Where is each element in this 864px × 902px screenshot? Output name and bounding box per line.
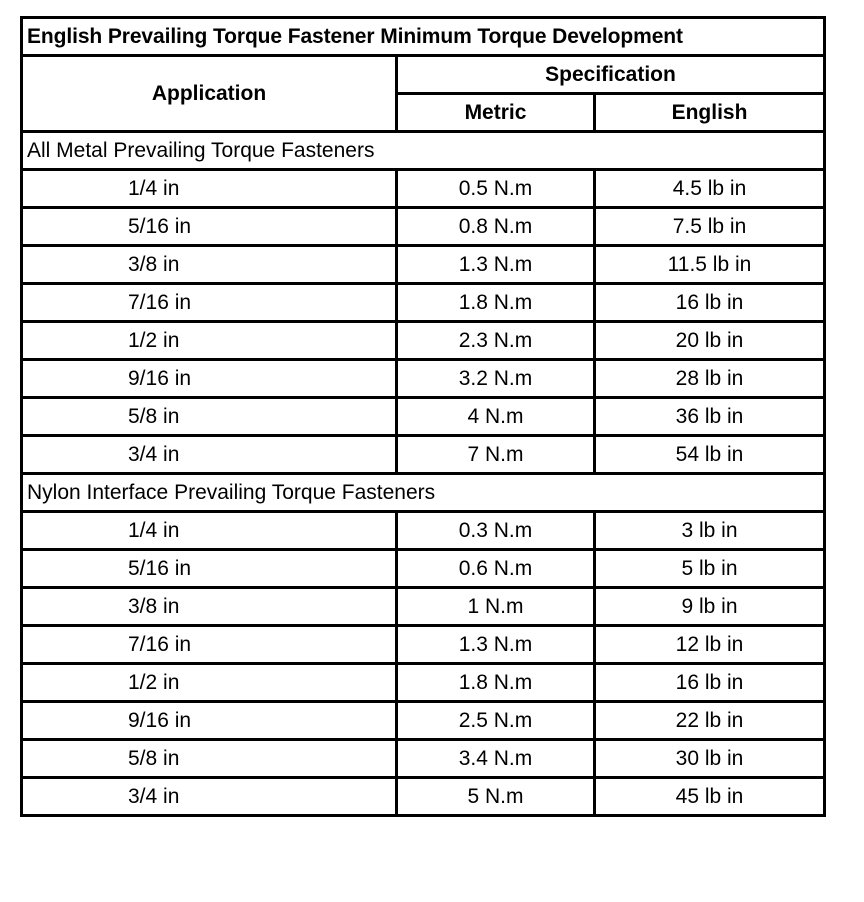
header-english: English bbox=[593, 92, 826, 133]
table-row: 5/8 in 4 N.m 36 lb in bbox=[20, 396, 826, 437]
metric-cell: 3.4 N.m bbox=[395, 738, 596, 779]
metric-cell: 1.3 N.m bbox=[395, 624, 596, 665]
table-row: 7/16 in 1.8 N.m 16 lb in bbox=[20, 282, 826, 323]
metric-cell: 5 N.m bbox=[395, 776, 596, 817]
table-row: 5/16 in 0.8 N.m 7.5 lb in bbox=[20, 206, 826, 247]
english-cell: 9 lb in bbox=[593, 586, 826, 627]
english-cell: 36 lb in bbox=[593, 396, 826, 437]
header-application: Application bbox=[20, 54, 398, 133]
table-row: 1/2 in 2.3 N.m 20 lb in bbox=[20, 320, 826, 361]
application-cell: 1/2 in bbox=[20, 662, 398, 703]
english-cell: 5 lb in bbox=[593, 548, 826, 589]
section-label: Nylon Interface Prevailing Torque Fasten… bbox=[20, 472, 826, 513]
english-cell: 22 lb in bbox=[593, 700, 826, 741]
table-row: 3/8 in 1.3 N.m 11.5 lb in bbox=[20, 244, 826, 285]
application-cell: 5/8 in bbox=[20, 738, 398, 779]
english-cell: 16 lb in bbox=[593, 662, 826, 703]
metric-cell: 1 N.m bbox=[395, 586, 596, 627]
section-row: Nylon Interface Prevailing Torque Fasten… bbox=[20, 472, 826, 513]
metric-cell: 1.8 N.m bbox=[395, 282, 596, 323]
table-row: 9/16 in 2.5 N.m 22 lb in bbox=[20, 700, 826, 741]
metric-cell: 0.8 N.m bbox=[395, 206, 596, 247]
english-cell: 12 lb in bbox=[593, 624, 826, 665]
application-cell: 3/8 in bbox=[20, 586, 398, 627]
table-row: 9/16 in 3.2 N.m 28 lb in bbox=[20, 358, 826, 399]
application-cell: 5/16 in bbox=[20, 548, 398, 589]
table-row: 1/4 in 0.3 N.m 3 lb in bbox=[20, 510, 826, 551]
english-cell: 4.5 lb in bbox=[593, 168, 826, 209]
metric-cell: 3.2 N.m bbox=[395, 358, 596, 399]
english-cell: 30 lb in bbox=[593, 738, 826, 779]
metric-cell: 1.8 N.m bbox=[395, 662, 596, 703]
english-cell: 3 lb in bbox=[593, 510, 826, 551]
application-cell: 1/4 in bbox=[20, 168, 398, 209]
table-row: 7/16 in 1.3 N.m 12 lb in bbox=[20, 624, 826, 665]
metric-cell: 0.5 N.m bbox=[395, 168, 596, 209]
metric-cell: 2.3 N.m bbox=[395, 320, 596, 361]
application-cell: 7/16 in bbox=[20, 624, 398, 665]
english-cell: 45 lb in bbox=[593, 776, 826, 817]
title-row: English Prevailing Torque Fastener Minim… bbox=[20, 16, 826, 57]
table-title: English Prevailing Torque Fastener Minim… bbox=[20, 16, 826, 57]
english-cell: 54 lb in bbox=[593, 434, 826, 475]
application-cell: 9/16 in bbox=[20, 358, 398, 399]
english-cell: 16 lb in bbox=[593, 282, 826, 323]
metric-cell: 4 N.m bbox=[395, 396, 596, 437]
application-cell: 3/4 in bbox=[20, 776, 398, 817]
application-cell: 1/2 in bbox=[20, 320, 398, 361]
header-specification: Specification bbox=[395, 54, 826, 95]
english-cell: 11.5 lb in bbox=[593, 244, 826, 285]
metric-cell: 0.3 N.m bbox=[395, 510, 596, 551]
english-cell: 7.5 lb in bbox=[593, 206, 826, 247]
table-row: 3/4 in 7 N.m 54 lb in bbox=[20, 434, 826, 475]
metric-cell: 7 N.m bbox=[395, 434, 596, 475]
metric-cell: 1.3 N.m bbox=[395, 244, 596, 285]
table-row: 3/4 in 5 N.m 45 lb in bbox=[20, 776, 826, 817]
english-cell: 20 lb in bbox=[593, 320, 826, 361]
header-row: Application Specification bbox=[20, 54, 826, 133]
table-row: 3/8 in 1 N.m 9 lb in bbox=[20, 586, 826, 627]
application-cell: 5/8 in bbox=[20, 396, 398, 437]
application-cell: 5/16 in bbox=[20, 206, 398, 247]
subheader-row: Metric English bbox=[22, 92, 826, 133]
header-metric: Metric bbox=[395, 92, 596, 133]
table-row: 1/4 in 0.5 N.m 4.5 lb in bbox=[20, 168, 826, 209]
metric-cell: 2.5 N.m bbox=[395, 700, 596, 741]
table-row: 5/8 in 3.4 N.m 30 lb in bbox=[20, 738, 826, 779]
application-cell: 7/16 in bbox=[20, 282, 398, 323]
section-label: All Metal Prevailing Torque Fasteners bbox=[20, 130, 826, 171]
application-cell: 1/4 in bbox=[20, 510, 398, 551]
section-row: All Metal Prevailing Torque Fasteners bbox=[20, 130, 826, 171]
english-cell: 28 lb in bbox=[593, 358, 826, 399]
table-row: 5/16 in 0.6 N.m 5 lb in bbox=[20, 548, 826, 589]
application-cell: 3/8 in bbox=[20, 244, 398, 285]
metric-cell: 0.6 N.m bbox=[395, 548, 596, 589]
application-cell: 3/4 in bbox=[20, 434, 398, 475]
table-row: 1/2 in 1.8 N.m 16 lb in bbox=[20, 662, 826, 703]
torque-table: English Prevailing Torque Fastener Minim… bbox=[20, 16, 826, 817]
application-cell: 9/16 in bbox=[20, 700, 398, 741]
